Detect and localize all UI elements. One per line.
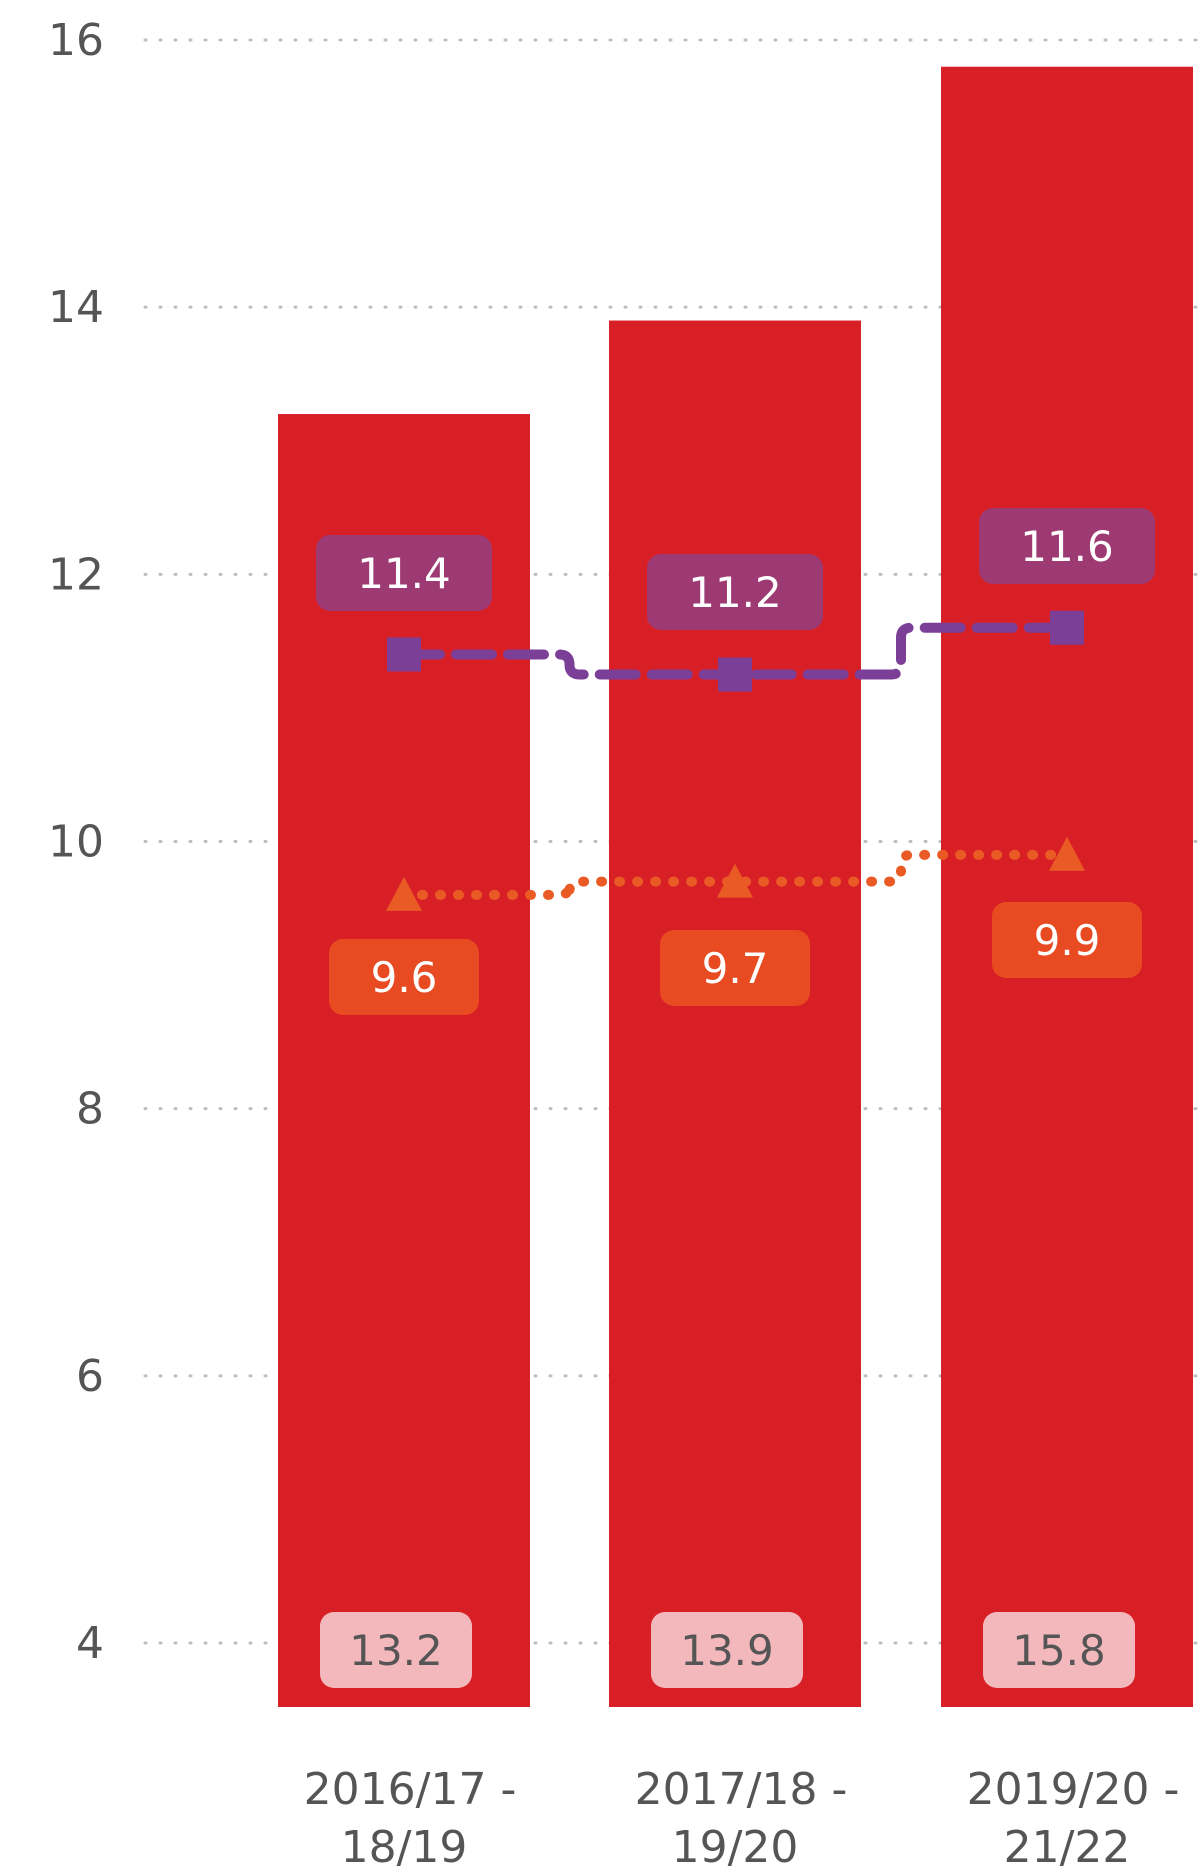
x-category-label: 21/22 [1004, 1822, 1131, 1873]
bars [278, 66, 1193, 1707]
data-label-background [651, 1612, 803, 1688]
x-category-label: 2019/20 - [967, 1764, 1180, 1815]
data-labels: 13.2 13.9 15.8 11.4 11.2 11.6 9.6 9.7 9.9 [316, 508, 1155, 1688]
y-tick-label: 12 [48, 549, 104, 600]
triangle-marker [717, 863, 753, 898]
data-label: 9.6 [371, 953, 438, 1002]
data-label-background [992, 902, 1142, 978]
data-label-background [979, 508, 1155, 584]
series-line-dotted [399, 849, 1072, 900]
data-label: 13.2 [349, 1626, 443, 1675]
data-label-background [329, 939, 479, 1015]
data-label: 9.9 [1034, 916, 1101, 965]
x-axis-category-labels: 2016/17 - 18/19 2017/18 - 19/20 2019/20 - 21/… [304, 1764, 1180, 1873]
data-label: 13.9 [680, 1626, 774, 1675]
triangle-marker [1049, 836, 1085, 871]
data-label-background [660, 930, 810, 1006]
bar [609, 320, 861, 1707]
y-tick-label: 14 [48, 282, 104, 333]
y-tick-label: 6 [76, 1351, 104, 1402]
data-label-background [983, 1612, 1135, 1688]
data-label-background [647, 554, 823, 630]
y-tick-label: 4 [76, 1618, 104, 1669]
x-category-label: 19/20 [672, 1822, 799, 1873]
data-label: 9.7 [702, 944, 769, 993]
data-label-background [316, 535, 492, 611]
data-label: 11.6 [1020, 522, 1114, 571]
triangle-marker [386, 876, 422, 911]
square-marker [718, 657, 752, 692]
data-label: 15.8 [1012, 1626, 1106, 1675]
x-category-label: 18/19 [341, 1822, 468, 1873]
square-marker [387, 637, 421, 672]
y-tick-label: 8 [76, 1084, 104, 1135]
y-tick-label: 10 [48, 817, 104, 868]
data-label: 11.4 [357, 549, 451, 598]
bar [278, 414, 530, 1707]
y-axis-tick-labels: 4 6 8 10 12 14 16 [48, 15, 104, 1669]
square-marker [1050, 610, 1084, 645]
markers [386, 610, 1085, 911]
x-category-label: 2017/18 - [635, 1764, 848, 1815]
data-label-background [320, 1612, 472, 1688]
x-category-label: 2016/17 - [304, 1764, 517, 1815]
data-label: 11.2 [688, 568, 782, 617]
bar [941, 66, 1193, 1707]
y-tick-label: 16 [48, 15, 104, 66]
